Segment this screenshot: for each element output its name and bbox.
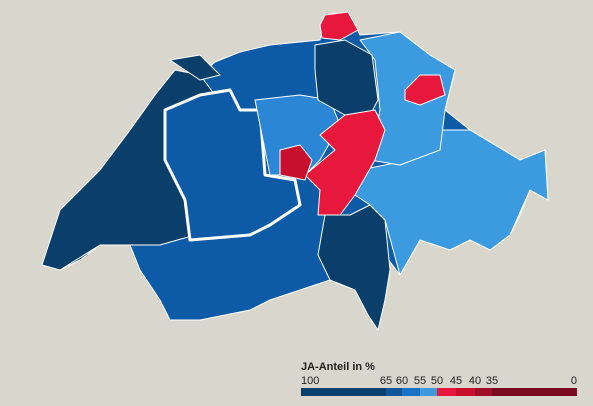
legend-swatch [386, 388, 402, 396]
regions [41, 11, 549, 331]
legend-tick-label: 0 [571, 375, 577, 387]
legend-tick-label: 65 [380, 375, 392, 387]
legend-tick-label: 60 [396, 375, 408, 387]
legend-swatch [456, 388, 475, 396]
region-ticino [317, 204, 391, 331]
region-graubuenden [354, 129, 549, 276]
legend-tick-label: 100 [301, 375, 319, 387]
region-schaffhausen [319, 11, 359, 41]
region-basel [169, 54, 221, 81]
legend-swatch [437, 388, 456, 396]
legend-swatch [301, 388, 386, 396]
region-appenzell [404, 74, 446, 106]
legend-swatch [420, 388, 437, 396]
region-red-small [279, 144, 313, 181]
legend-title: JA-Anteil in % [301, 361, 375, 373]
legend-swatch [475, 388, 492, 396]
legend-tick-label: 35 [486, 375, 498, 387]
region-bern [163, 88, 302, 242]
legend-swatch [402, 388, 420, 396]
legend-tick-label: 55 [414, 375, 426, 387]
legend-tick-label: 40 [469, 375, 481, 387]
region-red-center [304, 109, 386, 216]
legend-tick-label: 45 [450, 375, 462, 387]
legend-swatch [492, 388, 577, 396]
legend-tick-label: 50 [431, 375, 443, 387]
